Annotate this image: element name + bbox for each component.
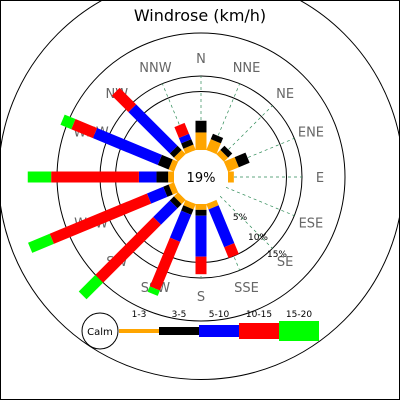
- bar-segment-wnw-3-5: [157, 154, 173, 170]
- legend-calm-label: Calm: [87, 327, 113, 338]
- bar-sw: [78, 192, 186, 300]
- bar-segment-wnw-15-20: [60, 114, 76, 130]
- direction-label-n: N: [196, 52, 206, 67]
- legend-swatch-15-20: [279, 321, 319, 341]
- bar-w: [27, 171, 175, 183]
- direction-label-s: S: [197, 290, 205, 305]
- bar-segment-s-5-10: [195, 215, 207, 257]
- direction-label-nne: NNE: [233, 61, 261, 76]
- bar-segment-ssw-15-20: [147, 286, 160, 296]
- bar-nne: [206, 133, 224, 155]
- bar-segment-w-15-20: [27, 171, 52, 183]
- bar-segment-ssw-1-3: [183, 199, 196, 210]
- ring-label-5: 5%: [233, 213, 248, 223]
- bar-segment-w-5-10: [138, 171, 157, 183]
- bar-segment-sw-3-5: [169, 196, 182, 209]
- bar-segment-nnw-1-3: [183, 144, 196, 155]
- direction-label-nnw: NNW: [139, 61, 171, 76]
- legend-label-3-5: 3-5: [172, 310, 187, 320]
- bar-segment-wsw-10-15: [49, 193, 152, 244]
- direction-label-sse: SSE: [234, 281, 259, 296]
- legend-swatch-10-15: [239, 323, 279, 339]
- bar-segment-wnw-5-10: [92, 128, 162, 166]
- bar-segment-ssw-3-5: [181, 205, 194, 215]
- bar-sse: [206, 199, 239, 259]
- bar-segment-sw-10-15: [95, 217, 161, 283]
- bar-ene: [223, 152, 250, 172]
- direction-label-ene: ENE: [298, 125, 324, 140]
- bar-n: [195, 120, 207, 150]
- spoke-ne: [219, 105, 273, 159]
- bar-segment-n-1-3: [195, 132, 207, 150]
- ring-label-10: 10%: [248, 233, 268, 243]
- bar-segment-s-3-5: [195, 209, 207, 216]
- bar-segment-ne-1-3: [216, 149, 229, 162]
- chart-title: Windrose (km/h): [133, 6, 267, 25]
- bar-segment-ssw-5-10: [169, 210, 192, 242]
- bar-segment-nne-3-5: [210, 133, 224, 144]
- bar-segment-wsw-1-3: [168, 182, 179, 195]
- bar-segment-nw-5-10: [128, 104, 178, 154]
- ring-15: [1, 1, 399, 380]
- bar-wnw: [60, 114, 179, 172]
- bar-segment-w-3-5: [156, 171, 169, 183]
- direction-label-ese: ESE: [299, 217, 324, 232]
- bar-segment-sse-5-10: [208, 205, 235, 248]
- bar-segment-s-10-15: [195, 256, 207, 275]
- bar-segment-nnw-5-10: [178, 133, 192, 144]
- legend-label-10-15: 10-15: [246, 310, 272, 320]
- bar-segment-nw-10-15: [111, 87, 137, 113]
- bar-segment-w-10-15: [51, 171, 139, 183]
- bar-segment-sw-1-3: [173, 192, 186, 205]
- bar-segment-ene-3-5: [234, 152, 250, 168]
- bar-wsw: [28, 182, 179, 253]
- direction-label-se: SE: [277, 255, 293, 270]
- bar-s: [195, 204, 207, 275]
- bar-segment-sw-15-20: [78, 274, 104, 300]
- legend-swatch-1-3: [119, 329, 159, 333]
- bar-segment-ne-3-5: [220, 145, 233, 158]
- bar-segment-wsw-3-5: [163, 184, 173, 197]
- bar-segment-nnw-3-5: [181, 139, 194, 149]
- bar-segment-ssw-10-15: [149, 237, 181, 291]
- legend-swatch-5-10: [199, 325, 239, 337]
- legend-swatch-3-5: [159, 327, 199, 335]
- calm-percent-label: 19%: [187, 171, 216, 186]
- legend-calm-circle: [81, 312, 119, 350]
- direction-label-e: E: [316, 171, 324, 186]
- bar-segment-n-3-5: [195, 120, 207, 133]
- legend-label-5-10: 5-10: [209, 310, 230, 320]
- bar-segment-ene-1-3: [223, 157, 239, 172]
- bar-ssw: [147, 199, 196, 296]
- bar-segment-wsw-5-10: [146, 186, 168, 204]
- direction-label-ne: NE: [276, 87, 294, 102]
- bar-segment-e-1-3: [227, 171, 234, 183]
- bar-segment-nw-1-3: [173, 149, 186, 162]
- bar-segment-nnw-10-15: [174, 122, 190, 138]
- ring-label-15: 15%: [267, 250, 287, 260]
- legend-label-15-20: 15-20: [286, 310, 312, 320]
- bar-segment-sse-10-15: [224, 243, 239, 259]
- bar-segment-w-1-3: [168, 171, 175, 183]
- bar-segment-s-1-3: [195, 204, 207, 210]
- bar-segment-sw-5-10: [153, 200, 178, 225]
- spoke-ese: [225, 187, 295, 216]
- bar-segment-wnw-1-3: [168, 159, 179, 172]
- spoke-se: [219, 195, 273, 249]
- bar-segment-wsw-15-20: [28, 233, 54, 253]
- legend-label-1-3: 1-3: [132, 310, 147, 320]
- bar-e: [227, 171, 234, 183]
- bar-segment-wnw-10-15: [71, 119, 98, 139]
- bar-nw: [111, 87, 186, 162]
- bar-segment-sse-1-3: [206, 199, 219, 210]
- bar-nnw: [174, 122, 196, 155]
- calm-circle: [174, 150, 228, 204]
- bar-ne: [216, 145, 233, 162]
- bar-segment-nne-1-3: [206, 139, 221, 155]
- bar-segment-nw-3-5: [169, 145, 182, 158]
